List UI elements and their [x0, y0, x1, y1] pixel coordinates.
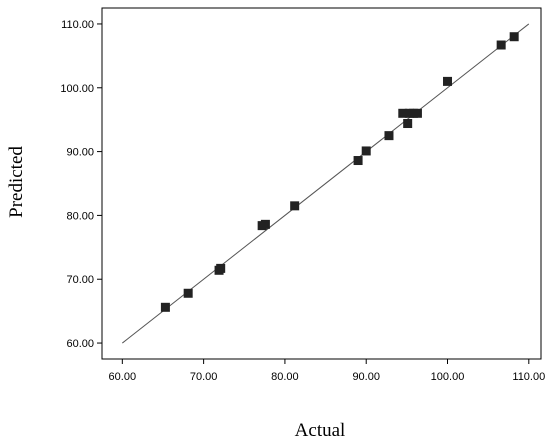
data-point — [216, 263, 226, 273]
x-tick-label: 80.00 — [271, 371, 299, 383]
data-point — [160, 302, 170, 312]
data-point — [412, 108, 422, 118]
data-point — [403, 119, 413, 129]
y-axis-title: Predicted — [6, 146, 27, 218]
x-tick-label: 100.00 — [431, 371, 465, 383]
y-tick-label: 100.00 — [60, 83, 94, 95]
data-point — [183, 288, 193, 298]
data-point — [260, 219, 270, 229]
x-tick-label: 70.00 — [190, 371, 218, 383]
y-axis-ticks: 60.00 70.00 80.00 90.00 100.00 110.00 — [60, 19, 102, 350]
y-tick-label: 70.00 — [66, 274, 94, 286]
x-tick-label: 60.00 — [109, 371, 137, 383]
data-point — [361, 146, 371, 156]
data-point — [443, 76, 453, 86]
x-axis-ticks: 60.00 70.00 80.00 90.00 100.00 110.00 — [109, 359, 545, 383]
y-tick-label: 110.00 — [61, 19, 94, 31]
data-point — [384, 131, 394, 141]
y-tick-label: 80.00 — [66, 210, 94, 222]
reference-line — [122, 23, 530, 344]
data-point — [290, 201, 300, 211]
data-point — [398, 108, 408, 118]
plot-frame — [101, 7, 542, 360]
data-points — [160, 32, 519, 312]
y-tick-label: 60.00 — [66, 338, 94, 350]
data-point — [509, 32, 519, 42]
data-point — [353, 156, 363, 166]
y-tick-label: 90.00 — [66, 147, 94, 159]
x-tick-label: 110.00 — [512, 371, 545, 383]
data-point — [496, 40, 506, 50]
x-tick-label: 90.00 — [352, 371, 380, 383]
x-axis-title: Actual — [295, 420, 346, 441]
